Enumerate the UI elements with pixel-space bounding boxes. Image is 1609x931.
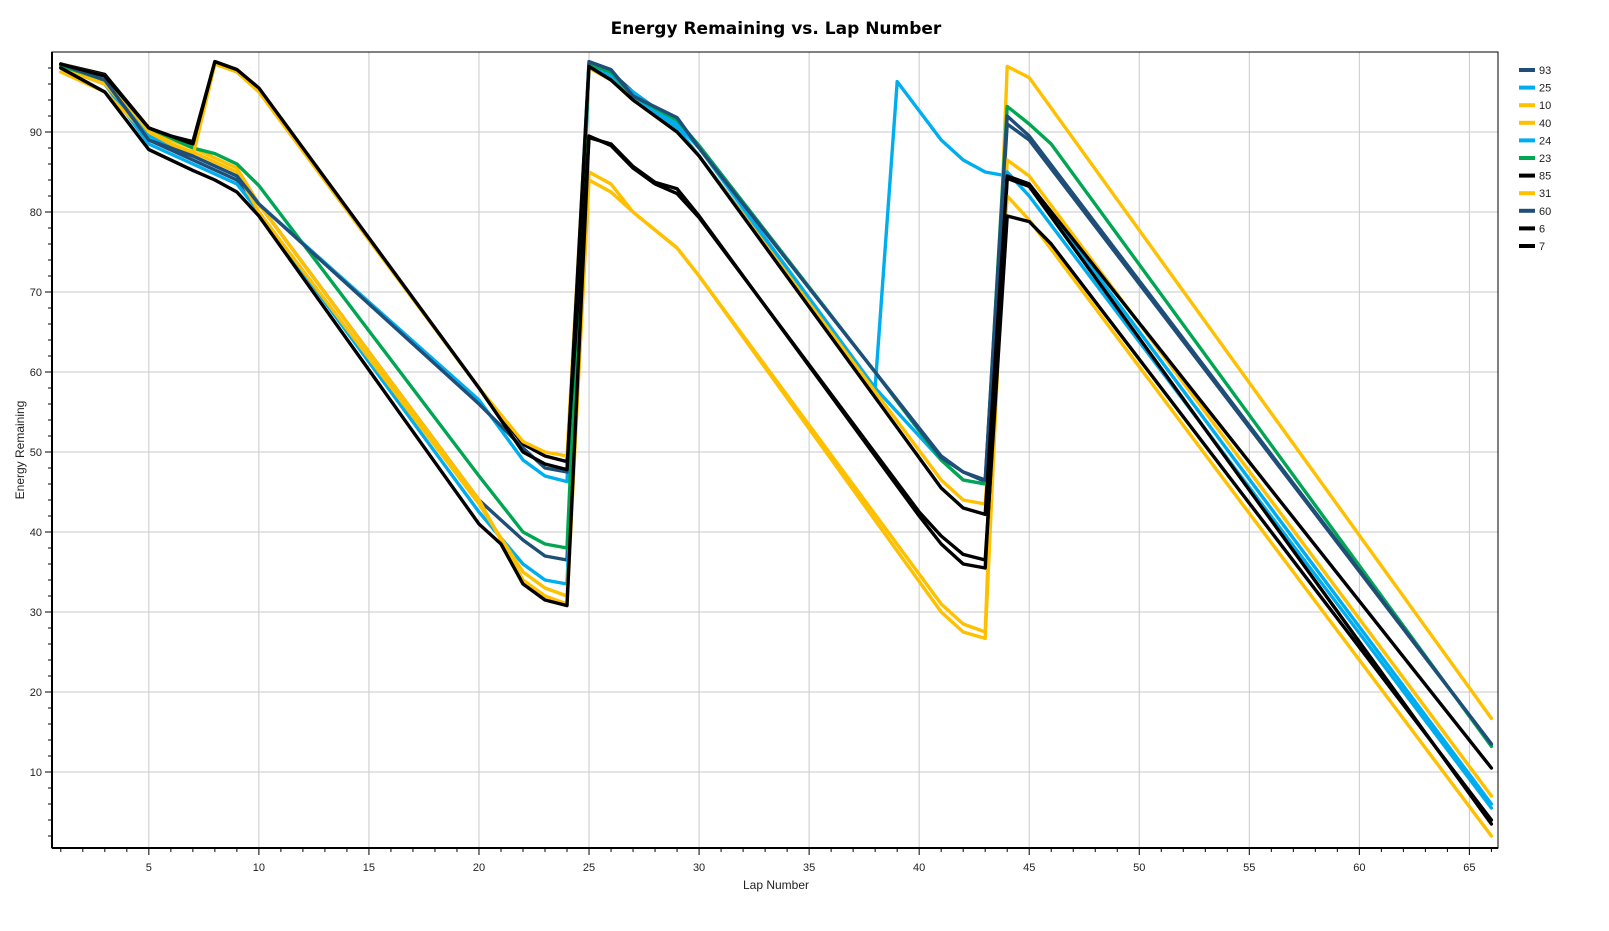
x-tick-label: 60 [1353, 862, 1365, 874]
legend-label-10: 10 [1539, 100, 1551, 112]
x-tick-label: 55 [1243, 862, 1255, 874]
x-tick-label: 40 [913, 862, 925, 874]
x-tick-label: 10 [253, 862, 265, 874]
axis-lines [51, 52, 1498, 849]
y-tick-label: 20 [30, 687, 42, 699]
legend-label-23: 23 [1539, 153, 1551, 165]
x-tick-label: 65 [1463, 862, 1475, 874]
gridlines [52, 52, 1498, 848]
x-tick-label: 45 [1023, 862, 1035, 874]
y-axis-label: Energy Remaining [13, 401, 27, 500]
legend-label-31: 31 [1539, 188, 1551, 200]
series-line-23 [59, 62, 1494, 749]
chart-title: Energy Remaining vs. Lap Number [611, 19, 942, 39]
legend-label-85: 85 [1539, 171, 1551, 183]
y-tick-label: 70 [30, 287, 42, 299]
y-tick-label: 50 [30, 447, 42, 459]
series-line-6 [59, 59, 1494, 770]
series-line-93 [59, 62, 1494, 746]
y-tick-label: 30 [30, 607, 42, 619]
x-tick-label: 50 [1133, 862, 1145, 874]
x-tick-label: 5 [146, 862, 152, 874]
series-line-10 [59, 64, 1494, 721]
y-tick-label: 90 [30, 127, 42, 139]
x-tick-label: 30 [693, 862, 705, 874]
x-axis: 5 10 15 20 25 30 35 40 45 50 55 60 65 [60, 848, 1492, 874]
series-line-25 [59, 63, 1494, 806]
x-tick-label: 15 [363, 862, 375, 874]
y-axis: 10 20 30 40 50 60 70 80 90 [30, 67, 52, 837]
legend-label-60: 60 [1539, 206, 1551, 218]
series-line-24 [59, 62, 1494, 810]
legend-label-40: 40 [1539, 118, 1551, 130]
x-tick-label: 25 [583, 862, 595, 874]
y-tick-label: 10 [30, 767, 42, 779]
legend-label-25: 25 [1539, 83, 1551, 95]
y-tick-label: 60 [30, 367, 42, 379]
series-line-40 [59, 66, 1494, 798]
legend-label-7: 7 [1539, 241, 1545, 253]
x-tick-label: 35 [803, 862, 815, 874]
series-line-7 [59, 66, 1494, 822]
x-tick-label: 20 [473, 862, 485, 874]
legend: 93 25 10 40 24 23 85 31 60 6 7 [1519, 65, 1551, 253]
plot-frame [51, 51, 1499, 849]
series-line-60 [59, 59, 1494, 746]
legend-label-6: 6 [1539, 223, 1545, 235]
series-line-85 [59, 59, 1494, 826]
y-tick-label: 80 [30, 207, 42, 219]
y-tick-label: 40 [30, 527, 42, 539]
legend-label-93: 93 [1539, 65, 1551, 77]
x-axis-label: Lap Number [743, 878, 809, 892]
legend-label-24: 24 [1539, 135, 1551, 147]
series-lines [59, 59, 1494, 838]
